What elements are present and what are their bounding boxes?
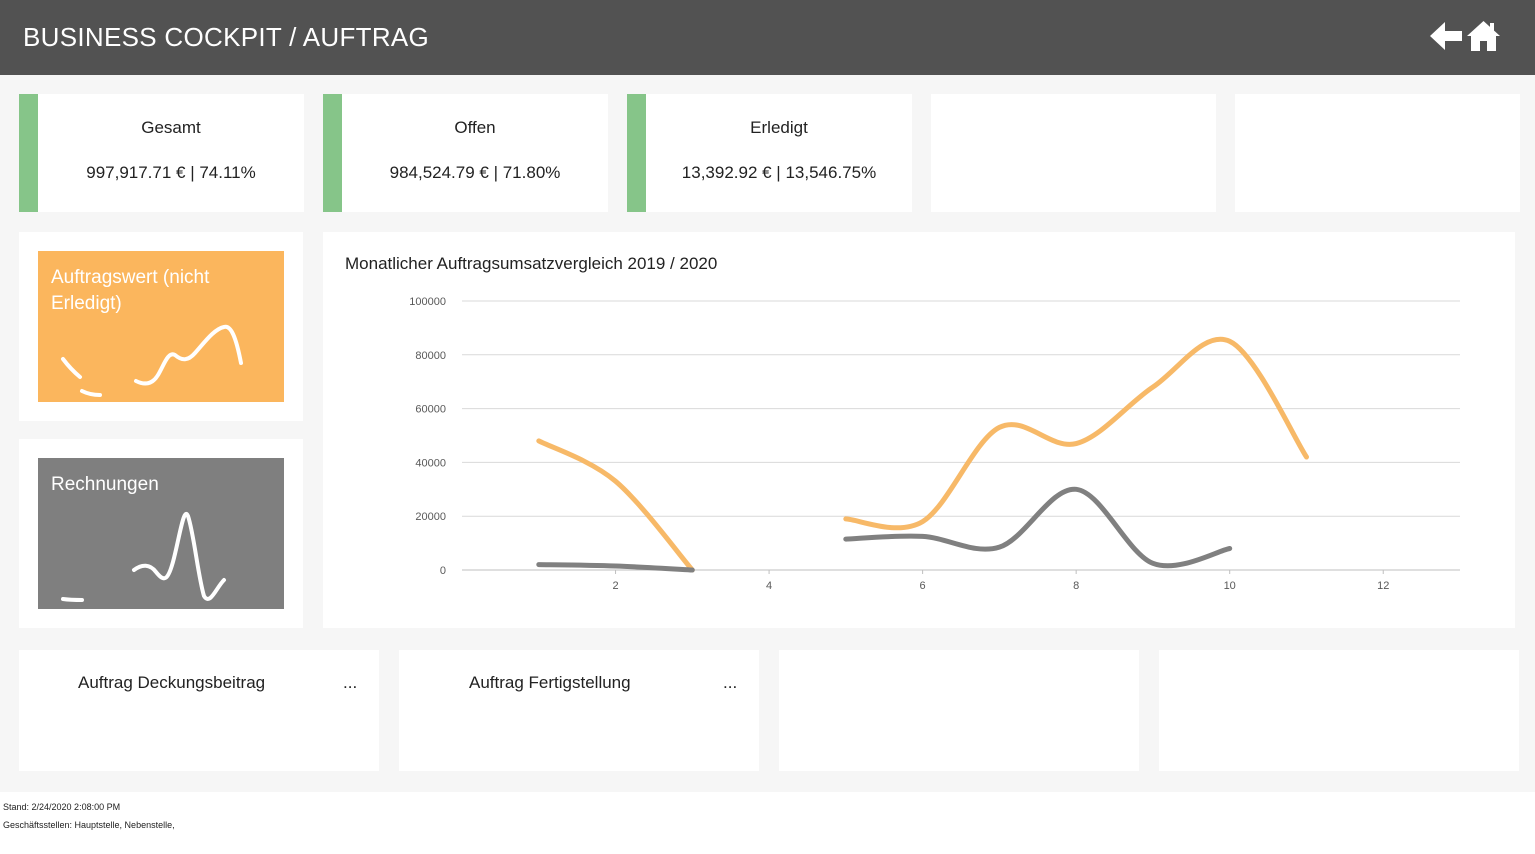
tile-auftragswert[interactable]: Auftragswert (nicht Erledigt) bbox=[38, 251, 284, 402]
bottom-card-empty bbox=[1159, 650, 1519, 771]
kpi-value: 997,917.71 € | 74.11% bbox=[86, 163, 256, 182]
sparkline-icon bbox=[61, 511, 226, 602]
kpi-title: Offen bbox=[454, 118, 496, 137]
bottom-card-deckungsbeitrag: Auftrag Deckungsbeitrag ... bbox=[19, 650, 379, 771]
header-bar: BUSINESS COCKPIT / AUFTRAG bbox=[0, 0, 1535, 75]
kpi-title: Erledigt bbox=[750, 118, 808, 137]
y-tick-label: 0 bbox=[440, 565, 446, 577]
kpi-value: 13,392.92 € | 13,546.75% bbox=[681, 163, 877, 182]
kpi-title: Gesamt bbox=[141, 118, 201, 137]
y-tick-label: 100000 bbox=[409, 296, 446, 308]
page-title: BUSINESS COCKPIT / AUFTRAG bbox=[23, 22, 430, 52]
series-line-2 bbox=[843, 486, 1233, 569]
series-line-2 bbox=[536, 562, 695, 573]
more-button[interactable]: ... bbox=[723, 673, 738, 692]
chart-title: Monatlicher Auftragsumsatzvergleich 2019… bbox=[345, 254, 718, 273]
kpi-value: 984,524.79 € | 71.80% bbox=[389, 163, 561, 182]
y-tick-label: 20000 bbox=[415, 511, 446, 523]
bottom-card-empty bbox=[779, 650, 1139, 771]
kpi-status-bar bbox=[19, 94, 38, 212]
arrow-left-icon[interactable] bbox=[1430, 20, 1462, 57]
series-line-1 bbox=[536, 438, 695, 573]
kpi-card-empty bbox=[931, 94, 1216, 212]
card-title: Auftrag Fertigstellung bbox=[469, 673, 631, 692]
x-tick-label: 12 bbox=[1377, 580, 1389, 592]
kpi-card-offen[interactable]: Offen 984,524.79 € | 71.80% bbox=[323, 94, 608, 212]
tile-rechnungen[interactable]: Rechnungen bbox=[38, 458, 284, 609]
more-button[interactable]: ... bbox=[343, 673, 358, 692]
card-title: Auftrag Deckungsbeitrag bbox=[78, 673, 266, 692]
x-tick-label: 4 bbox=[766, 580, 772, 592]
kpi-card-empty bbox=[1235, 94, 1520, 212]
bottom-card-fertigstellung: Auftrag Fertigstellung ... bbox=[399, 650, 759, 771]
home-icon[interactable] bbox=[1467, 20, 1500, 57]
kpi-status-bar bbox=[627, 94, 646, 212]
x-tick-label: 8 bbox=[1073, 580, 1079, 592]
chart-card: Monatlicher Auftragsumsatzvergleich 2019… bbox=[323, 232, 1515, 628]
y-tick-label: 80000 bbox=[415, 350, 446, 362]
kpi-card-erledigt[interactable]: Erledigt 13,392.92 € | 13,546.75% bbox=[627, 94, 912, 212]
y-tick-label: 60000 bbox=[415, 404, 446, 416]
tile-card-rechnungen: Rechnungen bbox=[19, 439, 303, 628]
dashboard-content: Gesamt 997,917.71 € | 74.11% Offen 984,5… bbox=[0, 75, 1535, 792]
x-tick-label: 6 bbox=[920, 580, 926, 592]
sparkline-icon bbox=[61, 324, 243, 397]
kpi-card-gesamt[interactable]: Gesamt 997,917.71 € | 74.11% bbox=[19, 94, 304, 212]
tile-label: Rechnungen bbox=[51, 474, 159, 495]
kpi-status-bar bbox=[323, 94, 342, 212]
footer-stand: Stand: 2/24/2020 2:08:00 PM bbox=[3, 802, 121, 812]
tile-card-auftragswert: Auftragswert (nicht Erledigt) bbox=[19, 232, 303, 421]
tile-label: Auftragswert (nicht Erledigt) bbox=[51, 267, 210, 314]
x-tick-label: 2 bbox=[612, 580, 618, 592]
x-tick-label: 10 bbox=[1224, 580, 1236, 592]
series-line-1 bbox=[843, 336, 1309, 531]
footer-geschaeftsstellen: Geschäftsstellen: Hauptstelle, Nebenstel… bbox=[3, 820, 175, 830]
y-tick-label: 40000 bbox=[415, 457, 446, 469]
line-chart: 0 20000 40000 60000 80000 100000 2 4 6 8 10 12 bbox=[409, 296, 1460, 592]
